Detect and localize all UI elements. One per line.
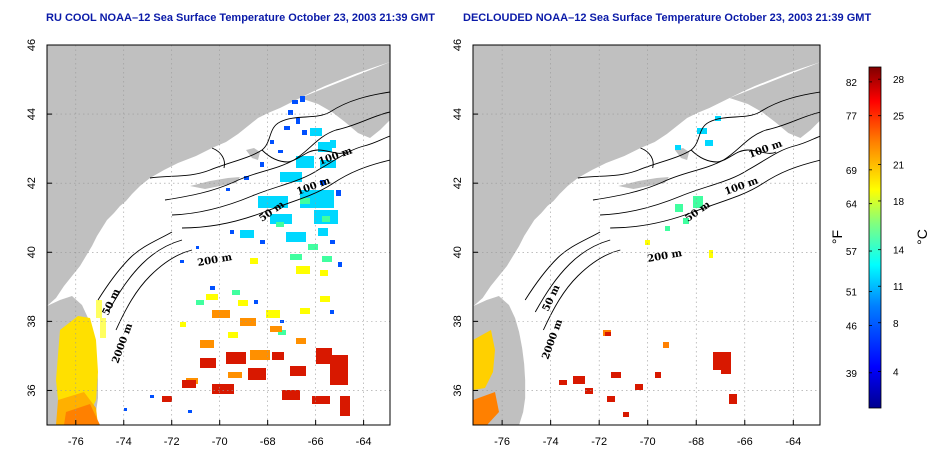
lon-tick-label: -76 (494, 436, 510, 448)
lon-tick-label: -74 (543, 436, 559, 448)
lon-tick-label: -66 (737, 436, 753, 448)
lon-tick-label: -76 (68, 436, 84, 448)
left-panel-title: RU COOL NOAA–12 Sea Surface Temperature … (46, 12, 436, 24)
cb-celsius-label: 18 (893, 197, 905, 208)
lat-tick-label: 44 (26, 108, 38, 120)
colorbar: 28 25 21 18 14 11 8 4 82 77 69 64 57 51 46 39 °F °C (829, 66, 930, 409)
lat-tick-label: 36 (452, 384, 464, 396)
cb-fahrenheit-label: 57 (846, 247, 858, 258)
celsius-unit: °C (914, 229, 930, 245)
cb-fahrenheit-label: 69 (846, 166, 858, 177)
lon-tick-label: -64 (785, 436, 801, 448)
cb-celsius-label: 25 (893, 112, 905, 123)
cb-fahrenheit-label: 77 (846, 112, 858, 123)
lon-tick-label: -72 (591, 436, 607, 448)
cb-celsius-label: 14 (893, 246, 905, 257)
cb-fahrenheit-label: 46 (846, 321, 858, 332)
cb-celsius-label: 11 (893, 282, 904, 293)
cb-celsius-label: 28 (893, 75, 905, 86)
lon-tick-label: -70 (640, 436, 656, 448)
cb-fahrenheit-label: 39 (846, 369, 858, 380)
lon-tick-label: -66 (308, 436, 324, 448)
lat-tick-label: 40 (452, 246, 464, 258)
lat-tick-label: 46 (452, 39, 464, 51)
lon-tick-label: -68 (260, 436, 276, 448)
lon-tick-label: -74 (116, 436, 132, 448)
lat-tick-label: 38 (452, 315, 464, 327)
cb-celsius-label: 21 (893, 160, 905, 171)
axis-ticks: -76 -74 -72 -70 -68 -66 -64 46 44 42 40 38 36 -76 -74 -… (26, 39, 801, 448)
cb-celsius-label: 8 (893, 319, 899, 330)
cb-fahrenheit-label: 51 (846, 288, 858, 299)
lat-tick-label: 40 (26, 246, 38, 258)
lon-tick-label: -68 (688, 436, 704, 448)
lon-tick-label: -72 (164, 436, 180, 448)
cb-celsius-label: 4 (893, 367, 899, 378)
lon-tick-label: -70 (212, 436, 228, 448)
lat-tick-label: 36 (26, 384, 38, 396)
lon-tick-label: -64 (356, 436, 372, 448)
lat-tick-label: 46 (26, 39, 38, 51)
left-grid (47, 45, 390, 425)
lat-tick-label: 42 (452, 177, 464, 189)
lat-tick-label: 42 (26, 177, 38, 189)
right-panel-title: DECLOUDED NOAA–12 Sea Surface Temperatur… (463, 12, 872, 24)
lat-tick-label: 38 (26, 315, 38, 327)
fahrenheit-unit: °F (829, 230, 845, 244)
cb-fahrenheit-label: 82 (846, 78, 858, 89)
cb-fahrenheit-label: 64 (846, 200, 858, 211)
right-grid (473, 45, 820, 425)
lat-tick-label: 44 (452, 108, 464, 120)
